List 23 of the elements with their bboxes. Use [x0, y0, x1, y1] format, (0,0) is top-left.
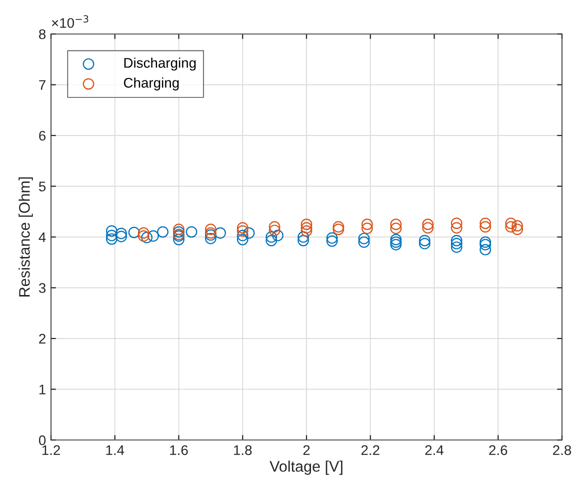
x-tick-label: 2.2 [361, 445, 380, 455]
y-tick-label: 8 [39, 29, 46, 40]
x-tick-label: 2 [303, 445, 310, 455]
y-tick-label: 3 [38, 283, 46, 293]
x-tick-label: 2.8 [553, 445, 572, 456]
legend-label: Charging [124, 78, 179, 90]
x-tick-label: 1.2 [42, 445, 60, 455]
x-tick-label: 2.6 [489, 445, 508, 456]
text: ×10$^{−3}$ [52, 15, 88, 28]
y-tick-label: 5 [38, 182, 46, 192]
y-tick-label: 2 [39, 334, 46, 344]
y-tick-label: 7 [39, 80, 46, 90]
x-tick-label: 1.8 [234, 445, 252, 456]
y-axis-title: Resistance [Ohm] [18, 177, 33, 296]
x-tick-label: 1.6 [170, 445, 188, 456]
x-axis-title: Voltage [V] [270, 460, 342, 475]
y-tick-label: 4 [38, 232, 46, 242]
x-tick-label: 2.4 [425, 445, 444, 455]
y-tick-label: 1 [39, 384, 46, 394]
legend-label: Discharging [124, 58, 196, 71]
x-tick-label: 1.4 [106, 445, 124, 455]
y-tick-label: 0 [38, 435, 46, 446]
y-tick-label: 6 [39, 130, 46, 141]
